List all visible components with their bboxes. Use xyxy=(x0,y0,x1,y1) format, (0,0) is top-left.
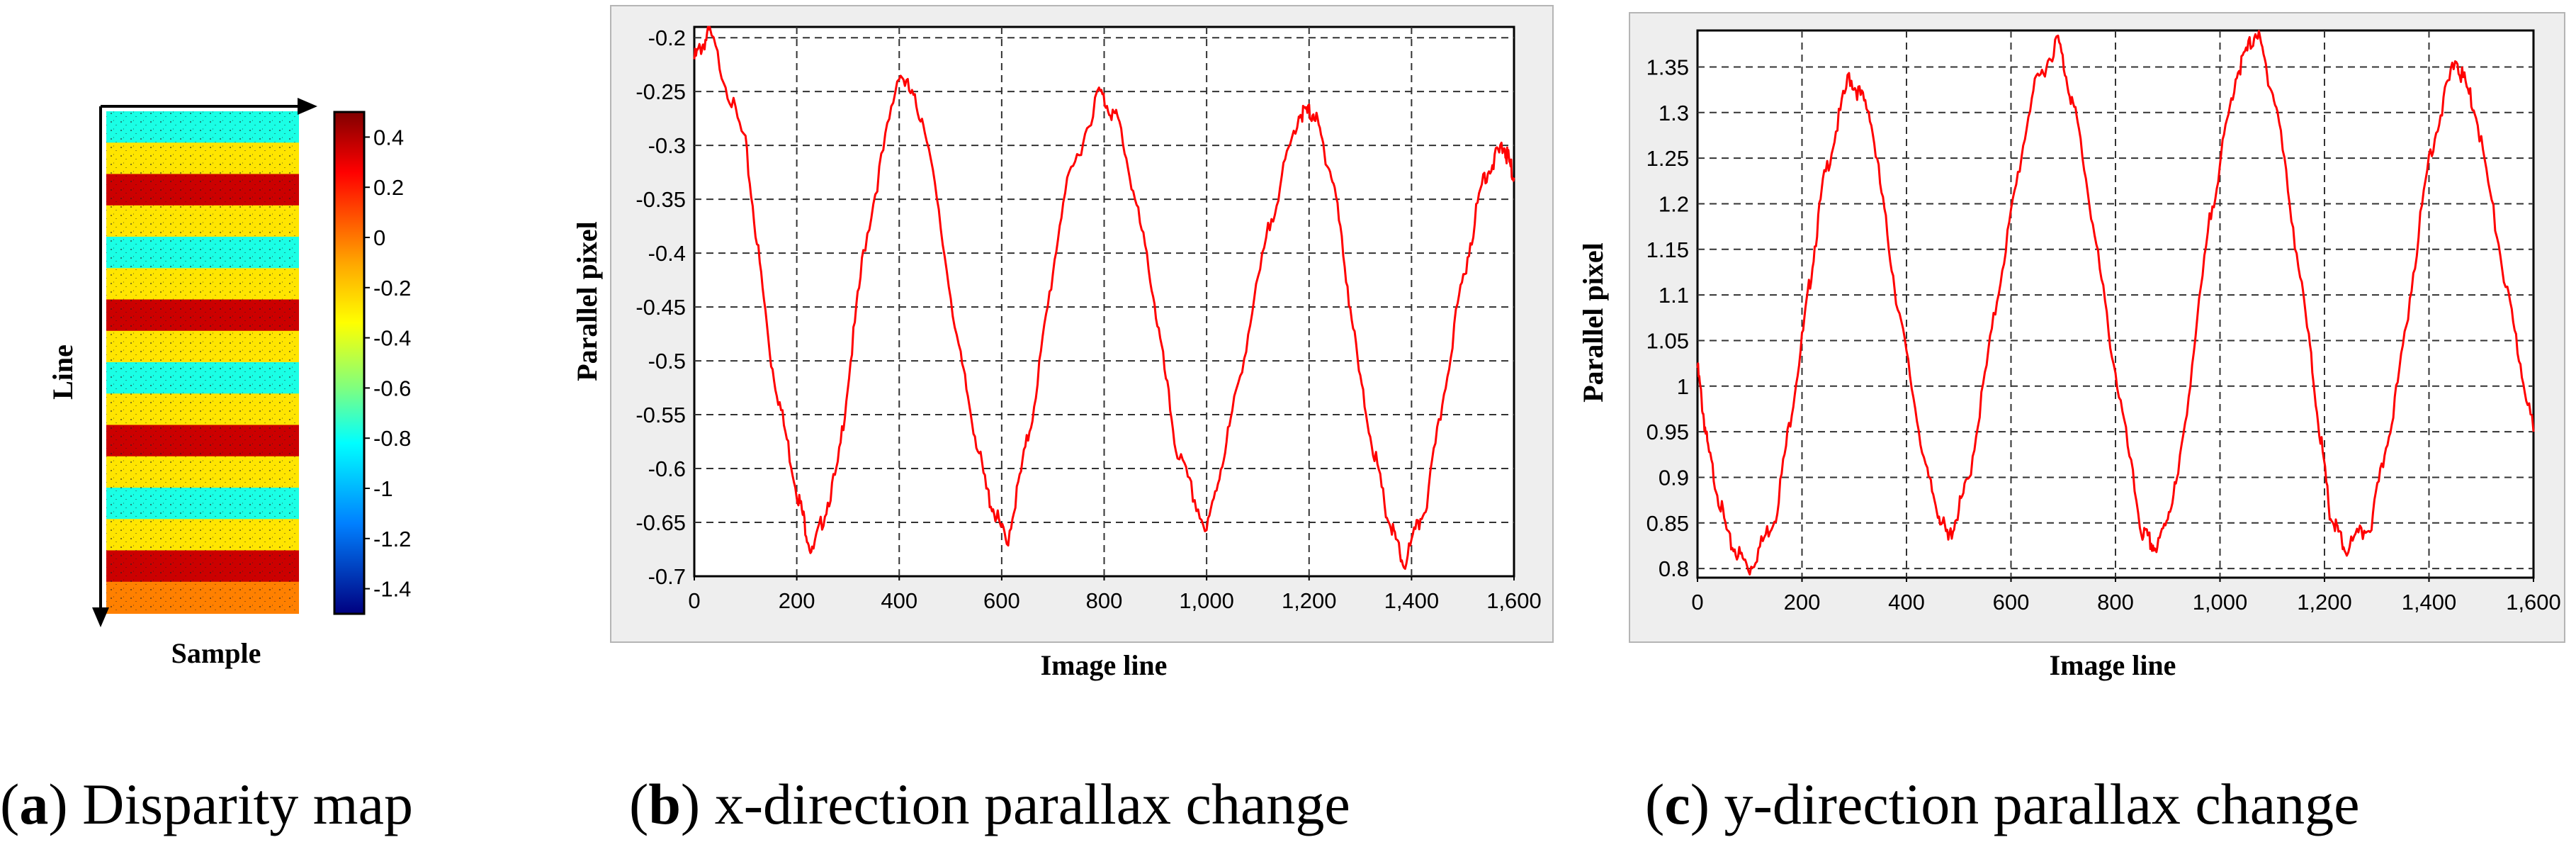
y-tick-label: -0.55 xyxy=(635,403,686,427)
colorbar-ticks: 0.4 0.2 0 -0.2 -0.4 -0.6 -0.8 -1 -1.2 -1.4 xyxy=(364,125,411,602)
x-tick-label: 1,600 xyxy=(2506,590,2561,615)
panel-b-ylabel: Parallel pixel xyxy=(571,221,603,381)
panel-a-xlabel: Sample xyxy=(171,637,261,669)
y-tick-label: 1 xyxy=(1677,374,1689,399)
series-line xyxy=(1696,30,2535,576)
x-tick-label: 200 xyxy=(779,588,815,613)
y-tick-label: -0.35 xyxy=(635,187,686,212)
y-tick-label: 1.3 xyxy=(1659,101,1689,125)
x-tick-label: 600 xyxy=(983,588,1020,613)
panel-c-xticks: 0 200 400 600 800 1,000 1,200 1,400 1,600 xyxy=(1691,578,2561,615)
y-tick-label: -0.4 xyxy=(648,241,686,266)
sample-arrowhead-icon xyxy=(298,98,317,115)
y-tick-label: 1.35 xyxy=(1646,55,1689,79)
colorbar-tick-label: -0.8 xyxy=(373,426,411,451)
colorbar-tick-label: -0.2 xyxy=(373,276,411,301)
x-tick-label: 1,200 xyxy=(2297,590,2352,615)
y-tick-label: -0.5 xyxy=(648,349,686,374)
colorbar-tick-label: 0.2 xyxy=(373,175,404,200)
y-tick-label: -0.6 xyxy=(648,456,686,481)
y-tick-label: 1.1 xyxy=(1659,283,1689,308)
panel-b-xlabel: Image line xyxy=(1041,649,1168,681)
y-tick-label: 1.15 xyxy=(1646,237,1689,262)
y-tick-label: 0.8 xyxy=(1659,556,1689,581)
y-tick-label: -0.45 xyxy=(635,295,686,320)
y-tick-label: 0.85 xyxy=(1646,511,1689,536)
panel-c-grid xyxy=(1697,30,2533,578)
line-arrowhead-icon xyxy=(92,607,109,627)
panel-b-yticks: -0.2 -0.25 -0.3 -0.35 -0.4 -0.45 -0.5 -0.55 -0.6… xyxy=(635,26,686,589)
colorbar xyxy=(333,111,366,615)
colorbar-tick-label: 0 xyxy=(373,225,385,250)
y-tick-label: -0.2 xyxy=(648,26,686,50)
panel-c-series xyxy=(1696,30,2535,576)
colorbar-tick-label: -1.4 xyxy=(373,577,411,602)
x-tick-label: 200 xyxy=(1784,590,1821,615)
colorbar-tick-label: 0.4 xyxy=(373,125,404,150)
panel-b-chart: -0.2 -0.25 -0.3 -0.35 -0.4 -0.45 -0.5 -0.55 -0.6… xyxy=(571,5,1554,681)
x-tick-label: 800 xyxy=(2097,590,2134,615)
caption-a-letter: a xyxy=(19,772,48,836)
caption-c-letter: c xyxy=(1664,772,1690,836)
x-tick-label: 1,000 xyxy=(1179,588,1234,613)
y-tick-label: 0.95 xyxy=(1646,420,1689,444)
panel-b-grid xyxy=(694,27,1514,576)
panel-b-series xyxy=(693,26,1515,570)
x-tick-label: 400 xyxy=(1888,590,1925,615)
x-tick-label: 1,400 xyxy=(2402,590,2457,615)
caption-a: (a) Disparity map xyxy=(0,772,413,836)
colorbar-tick-label: -0.4 xyxy=(373,326,411,351)
y-tick-label: -0.65 xyxy=(635,510,686,535)
x-tick-label: 600 xyxy=(1993,590,2030,615)
panel-a-disparity-map: 0.4 0.2 0 -0.2 -0.4 -0.6 -0.8 -1 -1.2 -1.4 Sample… xyxy=(47,98,411,669)
caption-a-text: Disparity map xyxy=(68,772,413,836)
caption-b-text: x-direction parallax change xyxy=(700,772,1350,836)
caption-c: (c) y-direction parallax change xyxy=(1645,772,2360,836)
panel-c-ylabel: Parallel pixel xyxy=(1577,242,1609,403)
y-tick-label: 1.25 xyxy=(1646,146,1689,171)
panel-c-xlabel: Image line xyxy=(2050,649,2176,681)
colorbar-tick-label: -1 xyxy=(373,476,393,501)
colorbar-tick-label: -1.2 xyxy=(373,527,411,551)
colorbar-tick-label: -0.6 xyxy=(373,376,411,400)
y-tick-label: -0.3 xyxy=(648,133,686,158)
panel-b-xticks: 0 200 400 600 800 1,000 1,200 1,400 1,600 xyxy=(688,576,1542,613)
x-tick-label: 400 xyxy=(881,588,917,613)
y-tick-label: -0.7 xyxy=(648,564,686,589)
x-tick-label: 1,200 xyxy=(1282,588,1337,613)
caption-c-text: y-direction parallax change xyxy=(1710,772,2360,836)
heatmap-texture xyxy=(106,111,299,613)
y-tick-label: -0.25 xyxy=(635,79,686,104)
x-tick-label: 1,000 xyxy=(2193,590,2248,615)
y-tick-label: 1.2 xyxy=(1659,191,1689,216)
panel-a-ylabel: Line xyxy=(47,344,79,400)
x-tick-label: 1,600 xyxy=(1486,588,1542,613)
series-line xyxy=(693,26,1515,570)
x-tick-label: 800 xyxy=(1086,588,1123,613)
disparity-heatmap xyxy=(106,111,299,614)
x-tick-label: 0 xyxy=(688,588,700,613)
y-tick-label: 1.05 xyxy=(1646,328,1689,353)
panel-c-yticks: 0.8 0.85 0.9 0.95 1 1.05 1.1 1.15 1.2 1.25 1.3 1.35 xyxy=(1646,55,1689,581)
panel-c-chart: 0.8 0.85 0.9 0.95 1 1.05 1.1 1.15 1.2 1.25 1.3 1.35… xyxy=(1577,12,2565,681)
x-tick-label: 0 xyxy=(1691,590,1703,615)
y-tick-label: 0.9 xyxy=(1659,465,1689,490)
caption-b-letter: b xyxy=(648,772,681,836)
x-tick-label: 1,400 xyxy=(1384,588,1440,613)
panel-b-plot-area xyxy=(693,26,1515,578)
caption-b: (b) x-direction parallax change xyxy=(629,772,1350,836)
